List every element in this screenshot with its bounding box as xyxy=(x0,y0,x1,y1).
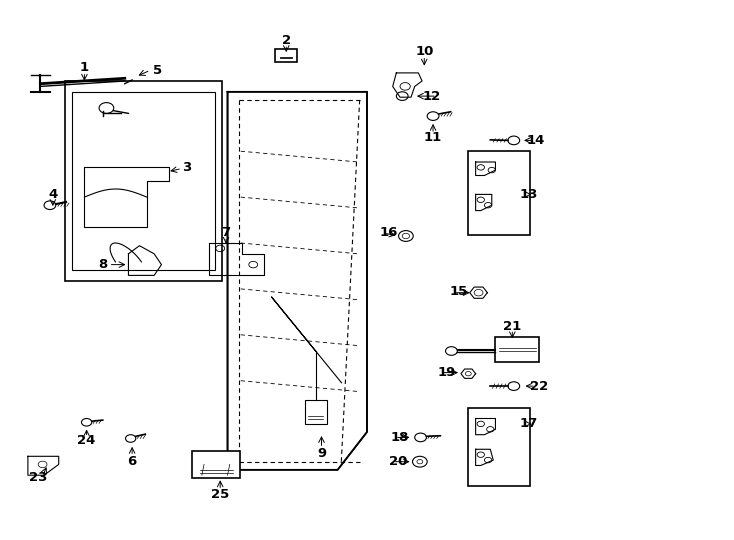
Bar xyxy=(468,408,530,486)
Text: 6: 6 xyxy=(128,455,137,468)
Text: 5: 5 xyxy=(153,64,162,77)
Text: 8: 8 xyxy=(98,258,107,271)
Text: 12: 12 xyxy=(423,90,440,103)
Bar xyxy=(305,400,327,424)
Text: 20: 20 xyxy=(389,455,408,468)
Text: 4: 4 xyxy=(48,188,57,201)
Text: 18: 18 xyxy=(390,431,410,444)
Text: 19: 19 xyxy=(437,366,455,379)
Text: 1: 1 xyxy=(80,61,89,74)
Text: 15: 15 xyxy=(450,285,468,298)
Text: 16: 16 xyxy=(379,226,399,239)
Text: 11: 11 xyxy=(424,131,442,144)
Circle shape xyxy=(446,347,457,355)
Text: 10: 10 xyxy=(415,45,434,58)
Text: 21: 21 xyxy=(504,320,521,333)
Bar xyxy=(72,92,215,270)
Text: 3: 3 xyxy=(183,161,192,174)
Bar xyxy=(275,49,297,62)
Bar xyxy=(65,81,222,281)
Text: 24: 24 xyxy=(77,434,96,447)
Bar xyxy=(192,451,240,478)
Text: 2: 2 xyxy=(282,34,291,47)
Text: 13: 13 xyxy=(519,188,538,201)
Bar xyxy=(468,151,530,235)
Text: 9: 9 xyxy=(317,447,326,460)
Text: 23: 23 xyxy=(29,471,48,484)
Bar xyxy=(495,338,539,362)
Text: 22: 22 xyxy=(531,380,548,393)
Text: 25: 25 xyxy=(211,488,229,501)
Text: 14: 14 xyxy=(526,134,545,147)
Text: 7: 7 xyxy=(222,226,230,239)
Text: 17: 17 xyxy=(520,417,537,430)
